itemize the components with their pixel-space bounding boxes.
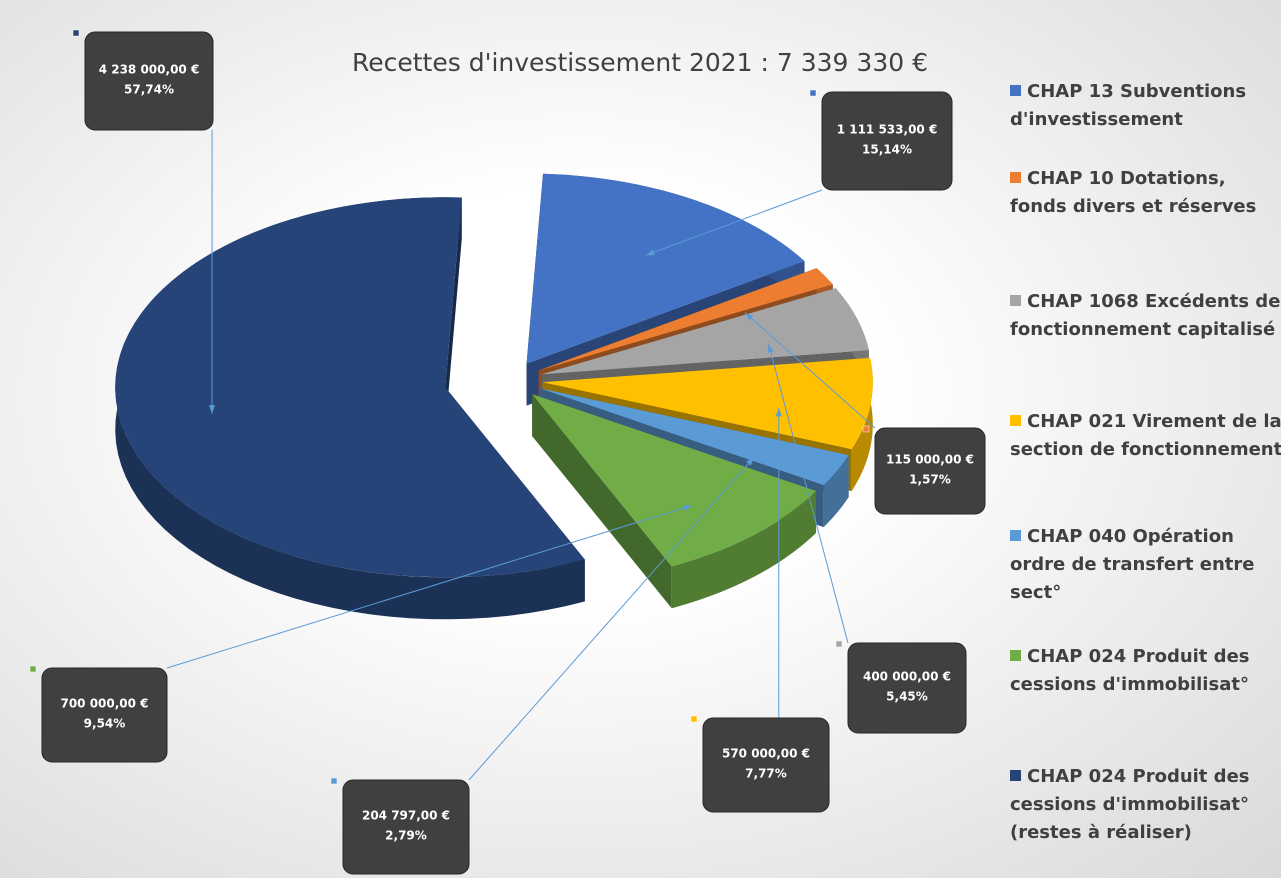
- label-box: [847, 642, 967, 734]
- legend-label: CHAP 10 Dotations, fonds divers et réser…: [1010, 168, 1257, 217]
- percent-label: 7,77%: [745, 767, 787, 781]
- label-box: [342, 779, 470, 875]
- slice: [115, 197, 585, 620]
- leader-line: [166, 504, 692, 669]
- legend-swatch: [1010, 172, 1021, 183]
- percent-label: 1,57%: [909, 473, 951, 487]
- label-box: [874, 427, 986, 515]
- leader-line: [768, 343, 849, 644]
- legend-label: CHAP 024 Produit des cessions d'immobili…: [1010, 766, 1250, 843]
- label-key: [330, 777, 338, 785]
- slice-side: [115, 197, 585, 620]
- legend-item: CHAP 024 Produit des cessions d'immobili…: [1010, 763, 1281, 847]
- value-label: 204 797,00 €: [362, 809, 450, 823]
- slice: [532, 394, 817, 609]
- legend-item: CHAP 040 Opération ordre de transfert en…: [1010, 523, 1281, 607]
- legend-label: CHAP 13 Subventions d'investissement: [1010, 81, 1247, 130]
- legend-swatch: [1010, 295, 1021, 306]
- leader-arrow: [767, 344, 774, 353]
- leader-arrow: [682, 505, 692, 511]
- slice-top: [532, 394, 817, 567]
- label-key: [29, 665, 37, 673]
- chart: Recettes d'investissement 2021 : 7 339 3…: [29, 29, 986, 875]
- slice-top: [538, 268, 833, 371]
- value-label: 4 238 000,00 €: [99, 63, 200, 77]
- label-key: [72, 29, 80, 37]
- slice-top: [115, 197, 585, 578]
- label-box: [702, 717, 830, 813]
- slice-top: [526, 173, 805, 364]
- leader-arrow: [746, 457, 754, 466]
- legend-label: CHAP 021 Virement de la section de fonct…: [1010, 411, 1281, 460]
- leader-line: [744, 312, 876, 429]
- label-box: [821, 91, 953, 191]
- leader-line: [468, 457, 755, 781]
- value-label: 1 111 533,00 €: [837, 123, 938, 137]
- value-label: 115 000,00 €: [886, 453, 974, 467]
- legend-swatch: [1010, 770, 1021, 781]
- chart-title: Recettes d'investissement 2021 : 7 339 3…: [352, 48, 928, 77]
- slice-side: [445, 197, 462, 430]
- leader-arrow: [645, 249, 655, 256]
- label-box: [41, 667, 168, 763]
- label-key: [862, 425, 870, 433]
- legend-swatch: [1010, 415, 1021, 426]
- percent-label: 57,74%: [124, 83, 174, 97]
- legend-item: CHAP 10 Dotations, fonds divers et réser…: [1010, 165, 1281, 221]
- slice-side: [671, 490, 817, 609]
- value-label: 570 000,00 €: [722, 747, 810, 761]
- label-key: [835, 640, 843, 648]
- percent-label: 9,54%: [84, 717, 126, 731]
- label-key: [690, 715, 698, 723]
- slice-top: [539, 388, 849, 486]
- legend-item: CHAP 1068 Excédents de fonctionnement ca…: [1010, 288, 1281, 344]
- legend-swatch: [1010, 530, 1021, 541]
- label-key: [809, 89, 817, 97]
- leader-arrow: [775, 407, 782, 417]
- value-label: 400 000,00 €: [863, 670, 951, 684]
- legend-item: CHAP 021 Virement de la section de fonct…: [1010, 408, 1281, 464]
- legend-swatch: [1010, 650, 1021, 661]
- percent-label: 2,79%: [385, 829, 427, 843]
- slice-side: [532, 394, 672, 609]
- leader-line: [645, 189, 823, 256]
- slice-side: [851, 357, 873, 492]
- legend-swatch: [1010, 85, 1021, 96]
- legend-label: CHAP 1068 Excédents de fonctionnement ca…: [1010, 291, 1281, 340]
- leader-arrow: [744, 312, 754, 321]
- legend-label: CHAP 024 Produit des cessions d'immobili…: [1010, 646, 1250, 695]
- slice-side: [823, 455, 849, 528]
- percent-label: 5,45%: [886, 690, 928, 704]
- legend-item: CHAP 024 Produit des cessions d'immobili…: [1010, 643, 1281, 699]
- slice-top: [541, 288, 869, 375]
- legend-label: CHAP 040 Opération ordre de transfert en…: [1010, 526, 1255, 603]
- leader-arrow: [208, 405, 216, 414]
- label-box: [84, 31, 214, 131]
- legend-item: CHAP 13 Subventions d'investissement: [1010, 78, 1281, 134]
- value-label: 700 000,00 €: [60, 697, 148, 711]
- percent-label: 15,14%: [862, 143, 912, 157]
